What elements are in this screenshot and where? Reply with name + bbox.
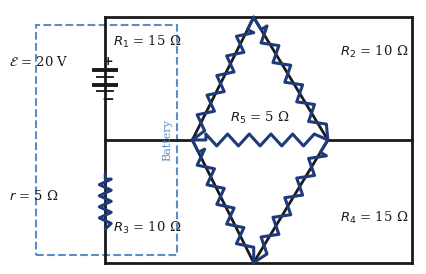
Text: $\mathcal{E}$ = 20 V: $\mathcal{E}$ = 20 V: [9, 55, 69, 69]
Text: Battery: Battery: [162, 119, 172, 161]
Text: $R_2$ = 10 Ω: $R_2$ = 10 Ω: [339, 44, 407, 60]
Text: $R_1$ = 15 Ω: $R_1$ = 15 Ω: [113, 34, 181, 50]
Text: $R_5$ = 5 Ω: $R_5$ = 5 Ω: [230, 110, 289, 126]
Text: $R_4$ = 15 Ω: $R_4$ = 15 Ω: [339, 210, 407, 226]
Text: $R_3$ = 10 Ω: $R_3$ = 10 Ω: [113, 220, 181, 236]
Text: +: +: [103, 55, 113, 68]
Text: $r$ = 5 Ω: $r$ = 5 Ω: [9, 189, 59, 203]
Text: −: −: [102, 92, 114, 107]
